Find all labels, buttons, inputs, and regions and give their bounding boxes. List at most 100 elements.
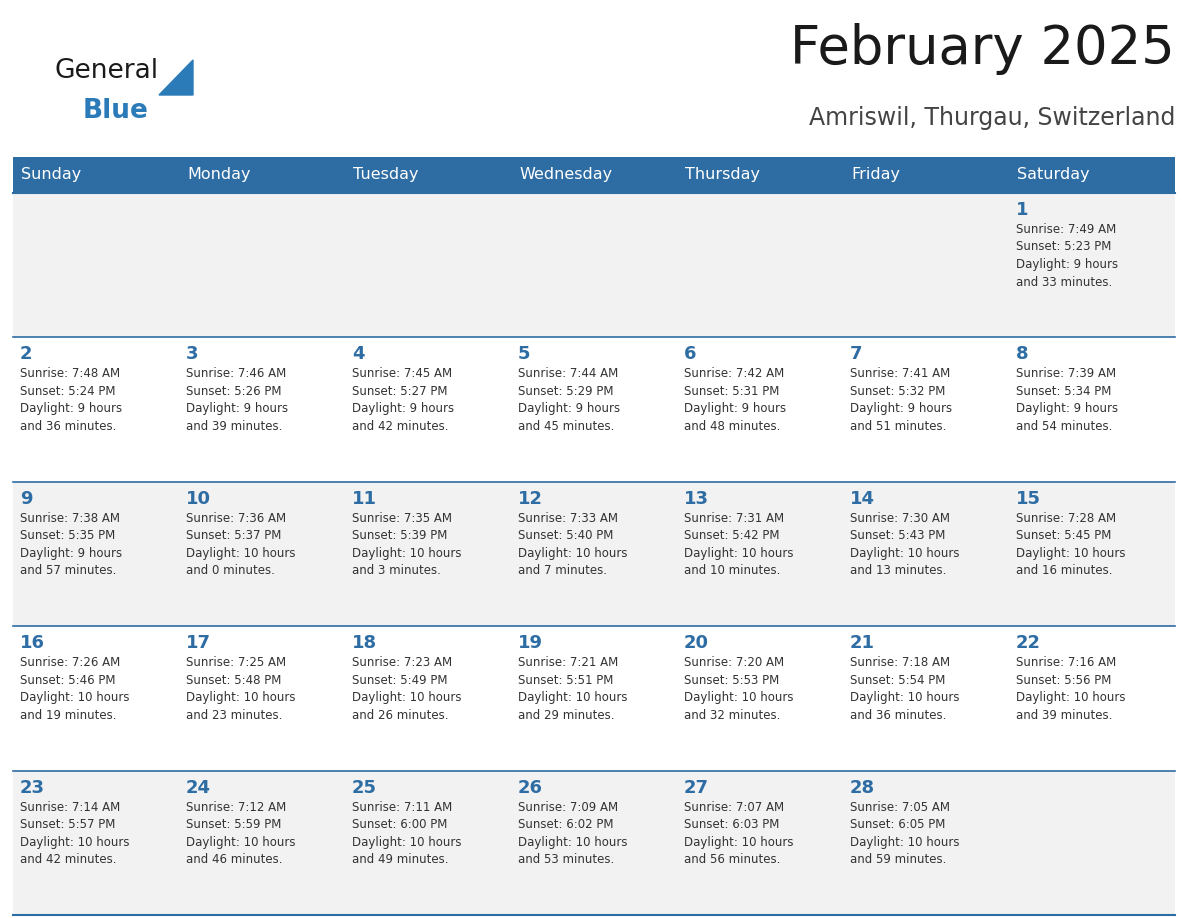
Bar [511, 626, 677, 770]
Text: Monday: Monday [187, 167, 251, 183]
Bar [511, 338, 677, 482]
Text: Daylight: 10 hours: Daylight: 10 hours [352, 835, 461, 848]
Bar [843, 770, 1009, 915]
Text: Sunset: 5:59 PM: Sunset: 5:59 PM [187, 818, 282, 831]
Text: 10: 10 [187, 490, 211, 508]
Text: 2: 2 [20, 345, 32, 364]
Text: and 57 minutes.: and 57 minutes. [20, 565, 116, 577]
Text: General: General [55, 58, 159, 84]
Text: 19: 19 [518, 634, 543, 652]
Text: and 39 minutes.: and 39 minutes. [1016, 709, 1112, 722]
Text: Daylight: 10 hours: Daylight: 10 hours [518, 691, 627, 704]
Text: Sunset: 6:03 PM: Sunset: 6:03 PM [684, 818, 779, 831]
Text: Daylight: 9 hours: Daylight: 9 hours [1016, 258, 1118, 271]
Text: Sunrise: 7:09 AM: Sunrise: 7:09 AM [518, 800, 618, 813]
Text: and 42 minutes.: and 42 minutes. [352, 420, 449, 433]
Bar [677, 626, 843, 770]
Text: Daylight: 10 hours: Daylight: 10 hours [187, 835, 296, 848]
Text: 11: 11 [352, 490, 377, 508]
Bar [179, 157, 345, 193]
Text: Sunset: 5:23 PM: Sunset: 5:23 PM [1016, 241, 1112, 253]
Text: Daylight: 10 hours: Daylight: 10 hours [684, 835, 794, 848]
Text: Tuesday: Tuesday [353, 167, 418, 183]
Text: Sunset: 5:56 PM: Sunset: 5:56 PM [1016, 674, 1112, 687]
Text: Sunset: 5:54 PM: Sunset: 5:54 PM [849, 674, 946, 687]
Text: Sunset: 5:40 PM: Sunset: 5:40 PM [518, 530, 613, 543]
Text: 1: 1 [1016, 201, 1029, 219]
Text: Daylight: 10 hours: Daylight: 10 hours [684, 547, 794, 560]
Text: Sunrise: 7:07 AM: Sunrise: 7:07 AM [684, 800, 784, 813]
Text: Daylight: 10 hours: Daylight: 10 hours [684, 691, 794, 704]
Text: and 26 minutes.: and 26 minutes. [352, 709, 449, 722]
Text: 20: 20 [684, 634, 709, 652]
Bar [1009, 770, 1175, 915]
Bar [179, 338, 345, 482]
Text: Daylight: 9 hours: Daylight: 9 hours [20, 547, 122, 560]
Text: Sunset: 6:02 PM: Sunset: 6:02 PM [518, 818, 613, 831]
Text: 14: 14 [849, 490, 876, 508]
Bar [843, 193, 1009, 338]
Bar [179, 770, 345, 915]
Bar [13, 626, 179, 770]
Text: Sunset: 5:35 PM: Sunset: 5:35 PM [20, 530, 115, 543]
Bar [13, 193, 179, 338]
Bar [843, 338, 1009, 482]
Text: Sunrise: 7:05 AM: Sunrise: 7:05 AM [849, 800, 950, 813]
Bar [13, 770, 179, 915]
Text: and 59 minutes.: and 59 minutes. [849, 853, 947, 866]
Text: Saturday: Saturday [1017, 167, 1089, 183]
Bar [13, 157, 179, 193]
Bar [345, 482, 511, 626]
Text: Sunday: Sunday [21, 167, 81, 183]
Text: Sunrise: 7:30 AM: Sunrise: 7:30 AM [849, 512, 950, 525]
Text: Sunrise: 7:35 AM: Sunrise: 7:35 AM [352, 512, 451, 525]
Bar [677, 193, 843, 338]
Bar [843, 482, 1009, 626]
Text: Sunrise: 7:45 AM: Sunrise: 7:45 AM [352, 367, 453, 380]
Bar [677, 770, 843, 915]
Text: Daylight: 9 hours: Daylight: 9 hours [849, 402, 952, 416]
Bar [345, 193, 511, 338]
Text: Thursday: Thursday [685, 167, 760, 183]
Text: Sunset: 5:48 PM: Sunset: 5:48 PM [187, 674, 282, 687]
Text: Sunset: 5:39 PM: Sunset: 5:39 PM [352, 530, 448, 543]
Text: and 46 minutes.: and 46 minutes. [187, 853, 283, 866]
Text: and 29 minutes.: and 29 minutes. [518, 709, 614, 722]
Text: Sunrise: 7:46 AM: Sunrise: 7:46 AM [187, 367, 286, 380]
Text: Sunset: 5:57 PM: Sunset: 5:57 PM [20, 818, 115, 831]
Bar [843, 626, 1009, 770]
Text: Daylight: 9 hours: Daylight: 9 hours [518, 402, 620, 416]
Text: 16: 16 [20, 634, 45, 652]
Bar [1009, 157, 1175, 193]
Text: Sunrise: 7:23 AM: Sunrise: 7:23 AM [352, 656, 453, 669]
Text: Sunrise: 7:39 AM: Sunrise: 7:39 AM [1016, 367, 1116, 380]
Text: Sunset: 5:49 PM: Sunset: 5:49 PM [352, 674, 448, 687]
Text: 22: 22 [1016, 634, 1041, 652]
Text: and 16 minutes.: and 16 minutes. [1016, 565, 1112, 577]
Text: and 13 minutes.: and 13 minutes. [849, 565, 947, 577]
Text: and 45 minutes.: and 45 minutes. [518, 420, 614, 433]
Text: Daylight: 10 hours: Daylight: 10 hours [849, 691, 960, 704]
Text: Daylight: 10 hours: Daylight: 10 hours [518, 835, 627, 848]
Text: Daylight: 9 hours: Daylight: 9 hours [684, 402, 786, 416]
Text: Sunrise: 7:48 AM: Sunrise: 7:48 AM [20, 367, 120, 380]
Bar [179, 193, 345, 338]
Bar [345, 626, 511, 770]
Text: 27: 27 [684, 778, 709, 797]
Text: Sunset: 5:46 PM: Sunset: 5:46 PM [20, 674, 115, 687]
Text: Daylight: 10 hours: Daylight: 10 hours [518, 547, 627, 560]
Text: Daylight: 10 hours: Daylight: 10 hours [20, 691, 129, 704]
Text: Sunset: 6:00 PM: Sunset: 6:00 PM [352, 818, 448, 831]
Text: Sunrise: 7:28 AM: Sunrise: 7:28 AM [1016, 512, 1116, 525]
Text: Amriswil, Thurgau, Switzerland: Amriswil, Thurgau, Switzerland [809, 106, 1175, 130]
Text: Daylight: 9 hours: Daylight: 9 hours [1016, 402, 1118, 416]
Text: 28: 28 [849, 778, 876, 797]
Text: 23: 23 [20, 778, 45, 797]
Text: Sunrise: 7:16 AM: Sunrise: 7:16 AM [1016, 656, 1117, 669]
Text: Sunset: 5:26 PM: Sunset: 5:26 PM [187, 385, 282, 397]
Text: and 36 minutes.: and 36 minutes. [20, 420, 116, 433]
Text: Sunset: 5:31 PM: Sunset: 5:31 PM [684, 385, 779, 397]
Text: 18: 18 [352, 634, 377, 652]
Bar [1009, 482, 1175, 626]
Text: Sunset: 5:37 PM: Sunset: 5:37 PM [187, 530, 282, 543]
